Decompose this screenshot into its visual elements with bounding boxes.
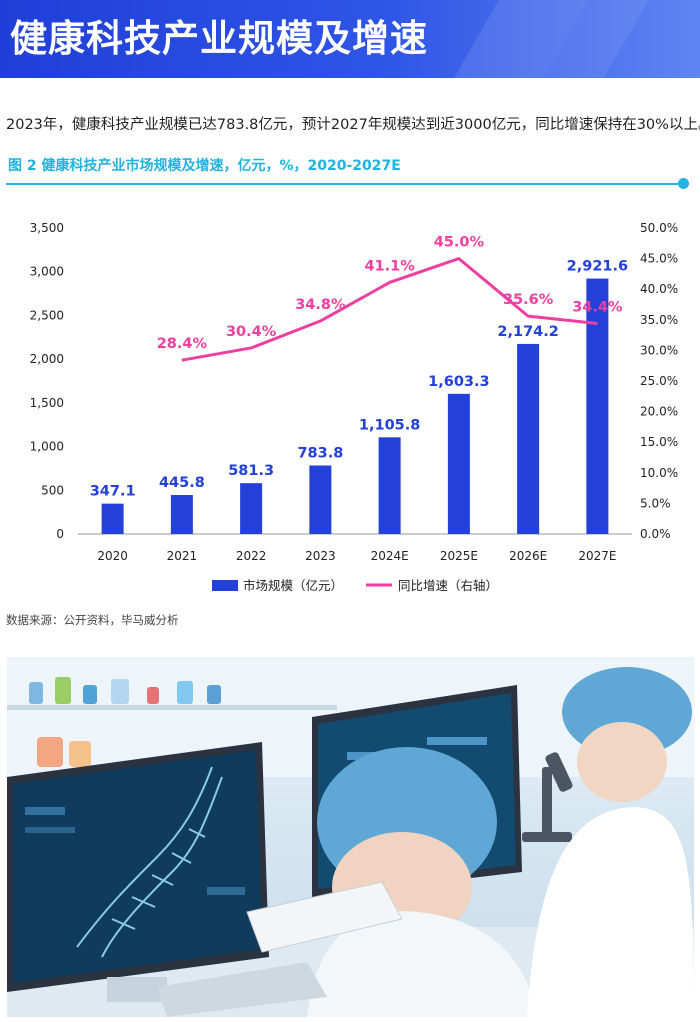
y-left-tick-label: 2,000: [30, 352, 64, 366]
bar: [170, 495, 193, 534]
x-tick-label: 2021: [167, 549, 198, 563]
left-monitor: [7, 742, 269, 1002]
x-tick-label: 2025E: [440, 549, 478, 563]
data-source-note: 数据来源：公开资料，毕马威分析: [6, 613, 179, 627]
bar: [378, 437, 401, 534]
growth-line: [181, 257, 598, 362]
y-left-tick-label: 1,000: [30, 440, 64, 454]
figure-caption: 图 2 健康科技产业市场规模及增速，亿元，%，2020-2027E: [8, 158, 401, 174]
y-right-tick-label: 5.0%: [640, 496, 671, 510]
bar-data-labels: 347.1 445.8 581.3 783.8 1,105.8 1,603.3 2,174.…: [90, 259, 628, 500]
y-left-tick-label: 3,500: [30, 221, 64, 235]
caption-divider-dot: [678, 178, 689, 189]
line-value-label: 28.4%: [157, 336, 208, 352]
y-right-tick-label: 25.0%: [640, 374, 678, 388]
scientist-right: [527, 667, 694, 1017]
header-banner: 健康科技产业规模及增速: [0, 0, 700, 78]
bar: [447, 393, 470, 534]
lab-photo: [7, 657, 694, 1017]
x-tick-label: 2026E: [509, 549, 547, 563]
legend-bar-swatch: [212, 580, 238, 591]
x-tick-label: 2027E: [578, 549, 616, 563]
y-left-tick-label: 2,500: [30, 308, 64, 322]
y-left-tick-label: 3,000: [30, 265, 64, 279]
bar: [101, 503, 124, 534]
chart-legend: 市场规模（亿元） 同比增速（右轴）: [212, 578, 498, 593]
dna-helix-icon: [76, 766, 223, 958]
x-tick-label: 2023: [305, 549, 336, 563]
page-title: 健康科技产业规模及增速: [10, 17, 428, 60]
intro-paragraph: 2023年，健康科技产业规模已达783.8亿元，预计2027年规模达到近3000…: [6, 117, 700, 133]
x-tick-label: 2024E: [371, 549, 409, 563]
line-value-label: 45.0%: [434, 235, 485, 251]
bar-value-label: 2,921.6: [567, 259, 628, 275]
y-right-tick-label: 30.0%: [640, 343, 678, 357]
bar-value-label: 347.1: [90, 484, 136, 500]
y-right-tick-label: 0.0%: [640, 527, 671, 541]
bar-value-label: 1,105.8: [359, 417, 420, 433]
y-right-tick-label: 50.0%: [640, 221, 678, 235]
y-right-tick-label: 35.0%: [640, 313, 678, 327]
x-axis: 2020 2021 2022 2023 2024E 2025E 2026E 2027E: [97, 549, 616, 563]
bar: [517, 343, 540, 534]
bar-series: [101, 278, 609, 534]
line-value-label: 34.4%: [572, 299, 623, 315]
notepad: [246, 881, 403, 953]
line-value-label: 35.6%: [503, 292, 554, 308]
bar-value-label: 783.8: [297, 445, 343, 461]
y-right-tick-label: 40.0%: [640, 282, 678, 296]
market-size-chart: 0 500 1,000 1,500 2,000 2,500 3,000 3,500 0.0% 5…: [30, 221, 678, 593]
line-data-labels: 28.4% 30.4% 34.8% 41.1% 45.0% 35.6% 34.4%: [157, 235, 623, 353]
y-right-tick-label: 45.0%: [640, 252, 678, 266]
y-axis-right: 0.0% 5.0% 10.0% 15.0% 20.0% 25.0% 30.0% 35.0% 40…: [640, 221, 678, 541]
legend-bar-label: 市场规模（亿元）: [243, 578, 343, 593]
lab-flask-icon: [29, 677, 221, 767]
keyboard: [157, 962, 327, 1017]
caption-divider: [6, 183, 684, 185]
y-right-tick-label: 20.0%: [640, 405, 678, 419]
line-value-label: 30.4%: [226, 324, 277, 340]
y-right-tick-label: 15.0%: [640, 435, 678, 449]
bar-value-label: 1,603.3: [428, 374, 489, 390]
line-value-label: 34.8%: [295, 297, 346, 313]
lab-shelf: [7, 705, 337, 710]
microscope-icon: [522, 752, 573, 842]
y-axis-left: 0 500 1,000 1,500 2,000 2,500 3,000 3,500: [30, 221, 64, 541]
x-tick-label: 2020: [97, 549, 128, 563]
bar: [240, 483, 263, 534]
x-tick-label: 2022: [236, 549, 267, 563]
y-left-tick-label: 1,500: [30, 396, 64, 410]
legend-line-label: 同比增速（右轴）: [398, 578, 498, 593]
bar-value-label: 581.3: [228, 463, 274, 479]
y-left-tick-label: 0: [56, 527, 64, 541]
line-series: [181, 257, 598, 362]
y-left-tick-label: 500: [41, 483, 64, 497]
y-right-tick-label: 10.0%: [640, 466, 678, 480]
bar: [309, 465, 332, 534]
bar: [586, 278, 609, 534]
bar-value-label: 2,174.2: [497, 324, 558, 340]
bar-value-label: 445.8: [159, 475, 205, 491]
line-value-label: 41.1%: [364, 258, 415, 274]
